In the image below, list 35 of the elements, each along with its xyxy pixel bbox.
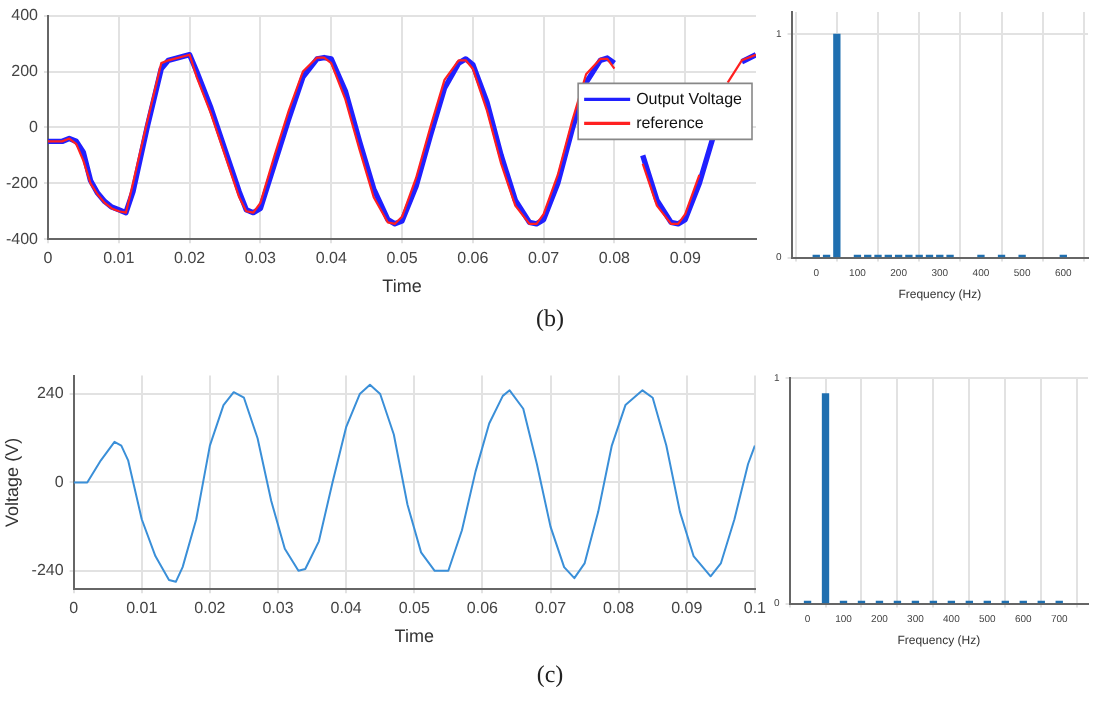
x-axis-title: Time	[394, 626, 434, 647]
y-tick-label: 0	[29, 117, 40, 136]
text: (b)	[536, 304, 564, 334]
x-tick-label: 0.09	[669, 249, 702, 268]
y-tick-label: 0	[54, 472, 65, 491]
x-tick-label: 0.02	[194, 599, 227, 618]
x-tick-label: 0.04	[330, 599, 363, 618]
x-tick-label: 0.08	[598, 249, 632, 268]
x-tick-label: 0.04	[315, 249, 348, 268]
y-tick-label: 240	[36, 384, 65, 403]
series-label: Output Voltage	[636, 89, 744, 108]
legend-label: reference	[636, 113, 705, 132]
x-tick-label: 0.1	[743, 599, 768, 618]
y-tick-label: 200	[11, 61, 40, 80]
x-tick-label: 0.08	[603, 599, 636, 618]
y-tick-label: -400	[5, 229, 40, 248]
x-axis-title: Time	[382, 276, 422, 297]
x-tick-label: 0.01	[103, 249, 136, 268]
x-tick-label: 0.01	[126, 599, 159, 618]
x-tick-label: 0.06	[457, 249, 490, 268]
x-tick-label: 0.03	[244, 249, 278, 268]
text: (c)	[536, 660, 564, 690]
x-tick-label: 0.07	[528, 249, 561, 268]
x-tick-label: 0.09	[671, 599, 704, 618]
x-tick-label: 0.02	[174, 249, 207, 268]
x-tick-label: 0	[69, 599, 80, 618]
x-tick-label: 0.06	[466, 599, 500, 618]
y-axis-title: Voltage (V)	[1, 437, 22, 527]
y-tick-label: -240	[31, 561, 65, 580]
x-tick-label: 0.03	[262, 599, 295, 618]
x-tick-label: 0.07	[534, 599, 568, 618]
y-tick-label: 400	[11, 6, 40, 25]
y-tick-label: -200	[5, 173, 40, 192]
x-tick-label: 0.05	[398, 599, 431, 618]
x-tick-label: 0.05	[386, 249, 419, 268]
